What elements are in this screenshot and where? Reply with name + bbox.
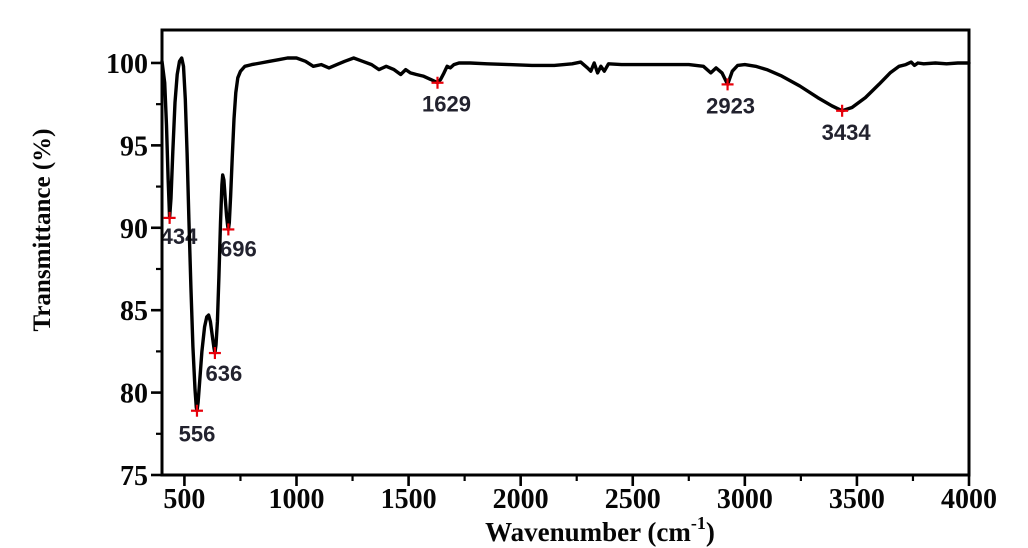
- x-axis-title-end: ): [706, 517, 715, 547]
- peak-marker-434: [163, 211, 176, 224]
- x-tick-label: 4000: [941, 484, 997, 515]
- axis-ticks-layer: [151, 61, 971, 486]
- x-tick-label: 2500: [605, 484, 661, 515]
- y-tick-label: 75: [120, 461, 148, 492]
- x-axis-title-superscript: -1: [691, 513, 706, 533]
- peak-marker-3434: [836, 104, 849, 117]
- y-tick-label: 100: [106, 49, 148, 80]
- peak-label-1629: 1629: [422, 92, 471, 117]
- peak-marker-2923: [721, 78, 734, 91]
- peak-marker-556: [190, 404, 203, 417]
- x-tick-label: 500: [163, 484, 205, 515]
- peak-label-636: 636: [206, 361, 243, 386]
- x-tick-label: 2000: [493, 484, 549, 515]
- tick-labels-layer: 500 1000 1500 2000 2500 3000 3500 4000 75 80 85 90 9…: [106, 49, 997, 515]
- y-tick-label: 95: [120, 131, 148, 162]
- x-tick-label: 1500: [381, 484, 437, 515]
- y-tick-label: 80: [120, 379, 148, 410]
- y-axis-title: Transmittance (%): [29, 129, 56, 332]
- spectrum-curve-layer: [160, 56, 971, 413]
- peak-label-696: 696: [220, 236, 257, 261]
- peak-label-556: 556: [179, 422, 216, 447]
- x-axis-title: Wavenumber (cm-1): [485, 513, 715, 547]
- peak-label-3434: 3434: [822, 120, 872, 145]
- x-tick-label: 1000: [269, 484, 325, 515]
- peak-labels-layer: 434 556 636 696 1629 2923 3434: [161, 92, 872, 447]
- peak-label-2923: 2923: [706, 93, 755, 118]
- spectrum-curve: [160, 56, 971, 413]
- y-tick-label: 85: [120, 296, 148, 327]
- peak-markers-layer: [163, 76, 849, 417]
- x-tick-label: 3500: [829, 484, 885, 515]
- x-axis-title-main: Wavenumber (cm: [485, 517, 691, 547]
- y-tick-label: 90: [120, 214, 148, 245]
- peak-marker-636: [208, 347, 221, 360]
- peak-marker-1629: [431, 76, 444, 89]
- peak-marker-696: [222, 223, 235, 236]
- plot-frame: [160, 28, 971, 477]
- x-tick-label: 3000: [717, 484, 773, 515]
- peak-label-434: 434: [161, 224, 198, 249]
